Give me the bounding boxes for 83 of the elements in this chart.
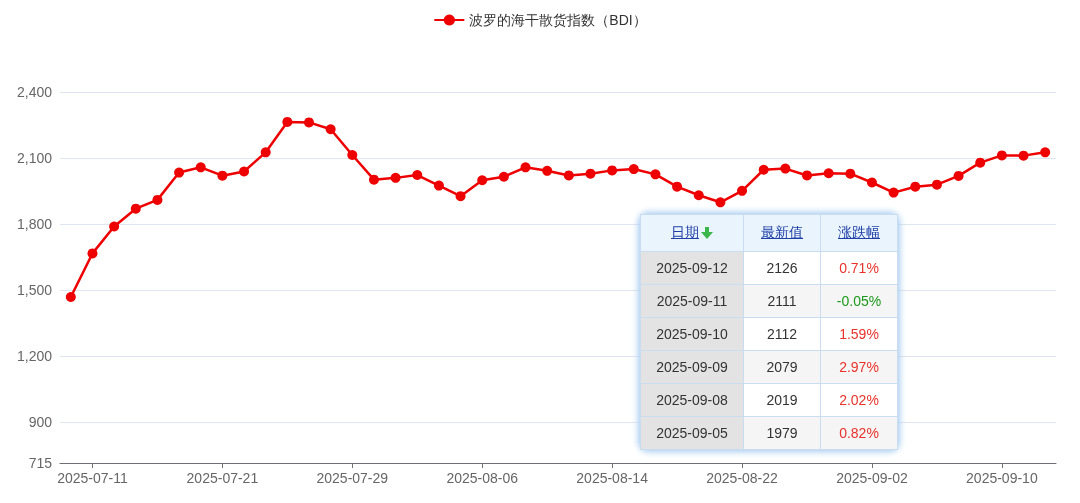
point <box>585 168 596 179</box>
legend-label: 波罗的海干散货指数（BDI） <box>469 12 647 28</box>
annotation: 2025-09-10 <box>640 317 744 351</box>
point <box>152 194 163 205</box>
annotation: 日期 <box>640 214 744 252</box>
annotation: 2.97% <box>820 350 898 384</box>
x-tick-label: 2025-09-10 <box>966 470 1038 486</box>
annotation: 2025-09-05 <box>640 416 744 450</box>
point <box>325 124 336 135</box>
annotation: 2025-09-09 <box>640 350 744 384</box>
point <box>672 181 683 192</box>
x-tick-label: 2025-07-11 <box>57 470 128 486</box>
point <box>693 190 704 201</box>
point <box>174 167 185 178</box>
annotation: 2079 <box>743 350 821 384</box>
y-tick-label: 2,400 <box>16 84 53 100</box>
point <box>715 197 726 208</box>
point <box>888 187 899 198</box>
point <box>866 177 877 188</box>
point <box>390 172 401 183</box>
point <box>195 162 206 173</box>
annotation: 最新值 <box>743 214 821 252</box>
x-tick-label: 2025-09-02 <box>836 470 908 486</box>
point <box>87 248 98 259</box>
y-tick-label: 1,200 <box>16 348 53 365</box>
annotation: 2025-09-12 <box>640 251 744 285</box>
y-tick-label: 1,800 <box>16 216 53 233</box>
point <box>563 170 574 181</box>
point <box>1040 147 1051 158</box>
point <box>628 164 639 175</box>
point <box>542 165 553 176</box>
annotation: 0.82% <box>820 416 898 450</box>
point <box>477 175 488 186</box>
point <box>130 203 141 214</box>
annotation: 1.59% <box>820 317 898 351</box>
point <box>455 191 466 202</box>
x-tick-label: 2025-07-29 <box>316 470 389 486</box>
point <box>953 170 964 181</box>
y-tick-label: 715 <box>28 455 53 471</box>
y-tick-label: 1,500 <box>16 282 53 299</box>
point <box>823 168 834 179</box>
point <box>498 171 509 182</box>
point <box>910 181 921 192</box>
x-tick-label: 2025-08-06 <box>446 470 519 486</box>
point <box>412 170 423 180</box>
y-tick-label: 2,100 <box>16 150 53 167</box>
point <box>347 149 358 160</box>
point <box>802 170 812 181</box>
point <box>607 165 618 176</box>
annotation: 0.71% <box>820 251 898 285</box>
annotation: 2019 <box>743 383 821 417</box>
point <box>845 168 856 179</box>
point <box>260 147 271 158</box>
point <box>65 291 76 302</box>
annotation: 涨跌幅 <box>820 214 898 252</box>
point <box>304 117 314 128</box>
point <box>282 116 293 127</box>
point <box>975 157 986 168</box>
annotation: 2025-09-08 <box>640 383 744 417</box>
point <box>217 170 228 181</box>
annotation: 2111 <box>743 284 821 318</box>
point <box>239 166 250 177</box>
x-tick-label: 2025-07-21 <box>186 470 259 486</box>
annotation: 2025-09-11 <box>640 284 744 318</box>
point <box>737 185 748 196</box>
annotation: -0.05% <box>820 284 898 318</box>
point <box>650 169 661 180</box>
annotation: 2.02% <box>820 383 898 417</box>
point <box>368 174 379 185</box>
point <box>520 162 531 173</box>
annotation: 2126 <box>743 251 821 285</box>
x-tick-label: 2025-08-22 <box>706 470 779 486</box>
annotation: 1979 <box>743 416 821 450</box>
y-tick-label: 900 <box>28 414 53 431</box>
x-tick-label: 2025-08-14 <box>576 470 649 486</box>
point <box>780 163 791 174</box>
point <box>433 180 444 191</box>
point <box>109 221 120 232</box>
point <box>931 179 942 190</box>
point <box>996 150 1007 161</box>
point <box>1018 150 1029 161</box>
annotation: 2112 <box>743 317 821 351</box>
point <box>758 164 769 175</box>
